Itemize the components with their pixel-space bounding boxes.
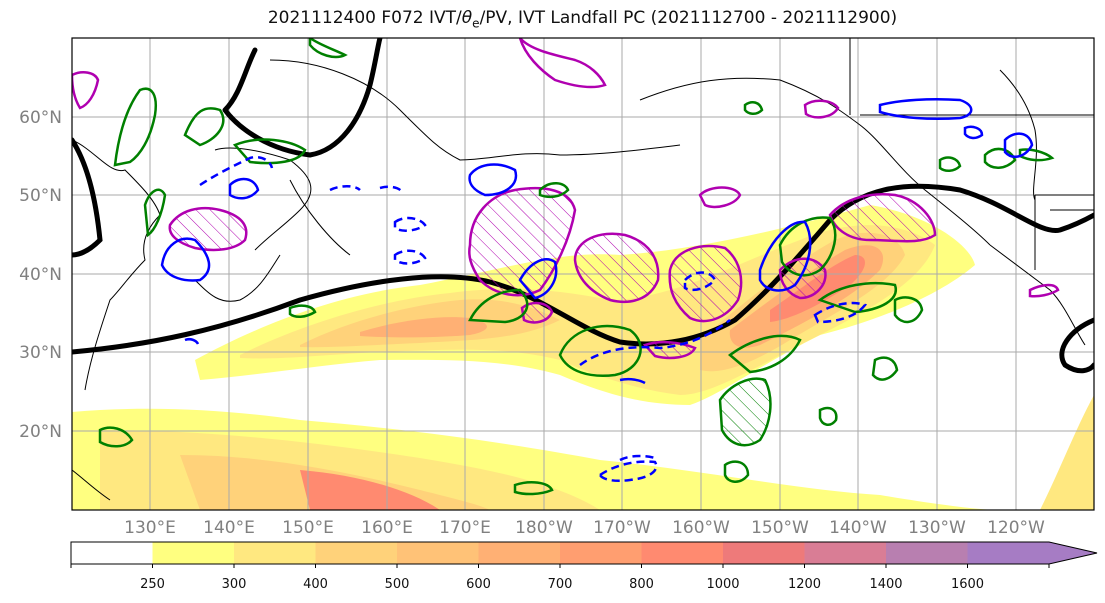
lat-label-40n: 40°N bbox=[19, 265, 62, 285]
colorbar-segment bbox=[804, 542, 887, 564]
map-frame bbox=[71, 37, 1095, 511]
latitude-labels: 60°N 50°N 40°N 30°N 20°N bbox=[19, 108, 62, 442]
ivt-contour-1000-south bbox=[300, 470, 440, 510]
colorbar-tick-label: 700 bbox=[548, 577, 573, 592]
lon-label-170e: 170°E bbox=[439, 518, 491, 538]
lat-label-30n: 30°N bbox=[19, 343, 62, 363]
colorbar-tick-label: 800 bbox=[629, 577, 654, 592]
colorbar-segment bbox=[886, 542, 968, 564]
colorbar-ticks: 250 300 400 500 600 700 800 1000 1200 1400 1600 bbox=[70, 564, 1050, 592]
lon-label-180w: 180°W bbox=[515, 518, 573, 538]
colorbar bbox=[70, 541, 1098, 565]
colorbar-tick-label: 300 bbox=[222, 577, 247, 592]
colorbar-tick-label: 1600 bbox=[951, 577, 984, 592]
graticule bbox=[72, 38, 1094, 510]
colorbar-tick-label: 1400 bbox=[869, 577, 902, 592]
lon-label-170w: 170°W bbox=[593, 518, 651, 538]
colorbar-segment bbox=[478, 542, 561, 564]
colorbar-segment bbox=[560, 542, 642, 564]
lon-label-140w: 140°W bbox=[829, 518, 887, 538]
lon-label-130w: 130°W bbox=[908, 518, 966, 538]
lon-label-140e: 140°E bbox=[203, 518, 255, 538]
lon-label-160e: 160°E bbox=[361, 518, 413, 538]
lon-label-160w: 160°W bbox=[672, 518, 730, 538]
lon-label-130e: 130°E bbox=[124, 518, 176, 538]
ivt-contour-east bbox=[1040, 395, 1094, 510]
lon-label-150w: 150°W bbox=[751, 518, 809, 538]
colorbar-segment bbox=[967, 542, 1050, 564]
theta-e-green-contours bbox=[98, 38, 1055, 496]
ivt-contour-600 bbox=[360, 317, 487, 338]
colorbar-tick-label: 600 bbox=[466, 577, 491, 592]
colorbar-segment bbox=[71, 542, 153, 564]
landfall-pc-regions bbox=[72, 38, 1060, 360]
colorbar-segment bbox=[315, 542, 398, 564]
colorbar-tick-label: 1200 bbox=[788, 577, 821, 592]
colorbar-outline bbox=[70, 541, 1098, 565]
lat-label-20n: 20°N bbox=[19, 422, 62, 442]
colorbar-tick-label: 1000 bbox=[706, 577, 739, 592]
theta-e-blue-contours bbox=[160, 97, 1034, 483]
lon-label-120w: 120°W bbox=[987, 518, 1045, 538]
colorbar-segment bbox=[152, 542, 235, 564]
pv-contours bbox=[72, 38, 1094, 374]
longitude-labels: 130°E 140°E 150°E 160°E 170°E 180°W 170°… bbox=[124, 518, 1045, 538]
colorbar-segment bbox=[397, 542, 479, 564]
colorbar-segment bbox=[723, 542, 805, 564]
lat-label-60n: 60°N bbox=[19, 108, 62, 128]
colorbar-tick-label: 250 bbox=[140, 577, 165, 592]
colorbar-segment bbox=[234, 542, 316, 564]
lat-label-50n: 50°N bbox=[19, 186, 62, 206]
lon-label-150e: 150°E bbox=[282, 518, 334, 538]
colorbar-segment bbox=[641, 542, 724, 564]
colorbar-extend-arrow bbox=[1049, 542, 1097, 564]
colorbar-tick-label: 400 bbox=[303, 577, 328, 592]
colorbar-tick-label: 500 bbox=[385, 577, 410, 592]
map-title: 2021112400 F072 IVT/θe/PV, IVT Landfall … bbox=[267, 8, 898, 31]
